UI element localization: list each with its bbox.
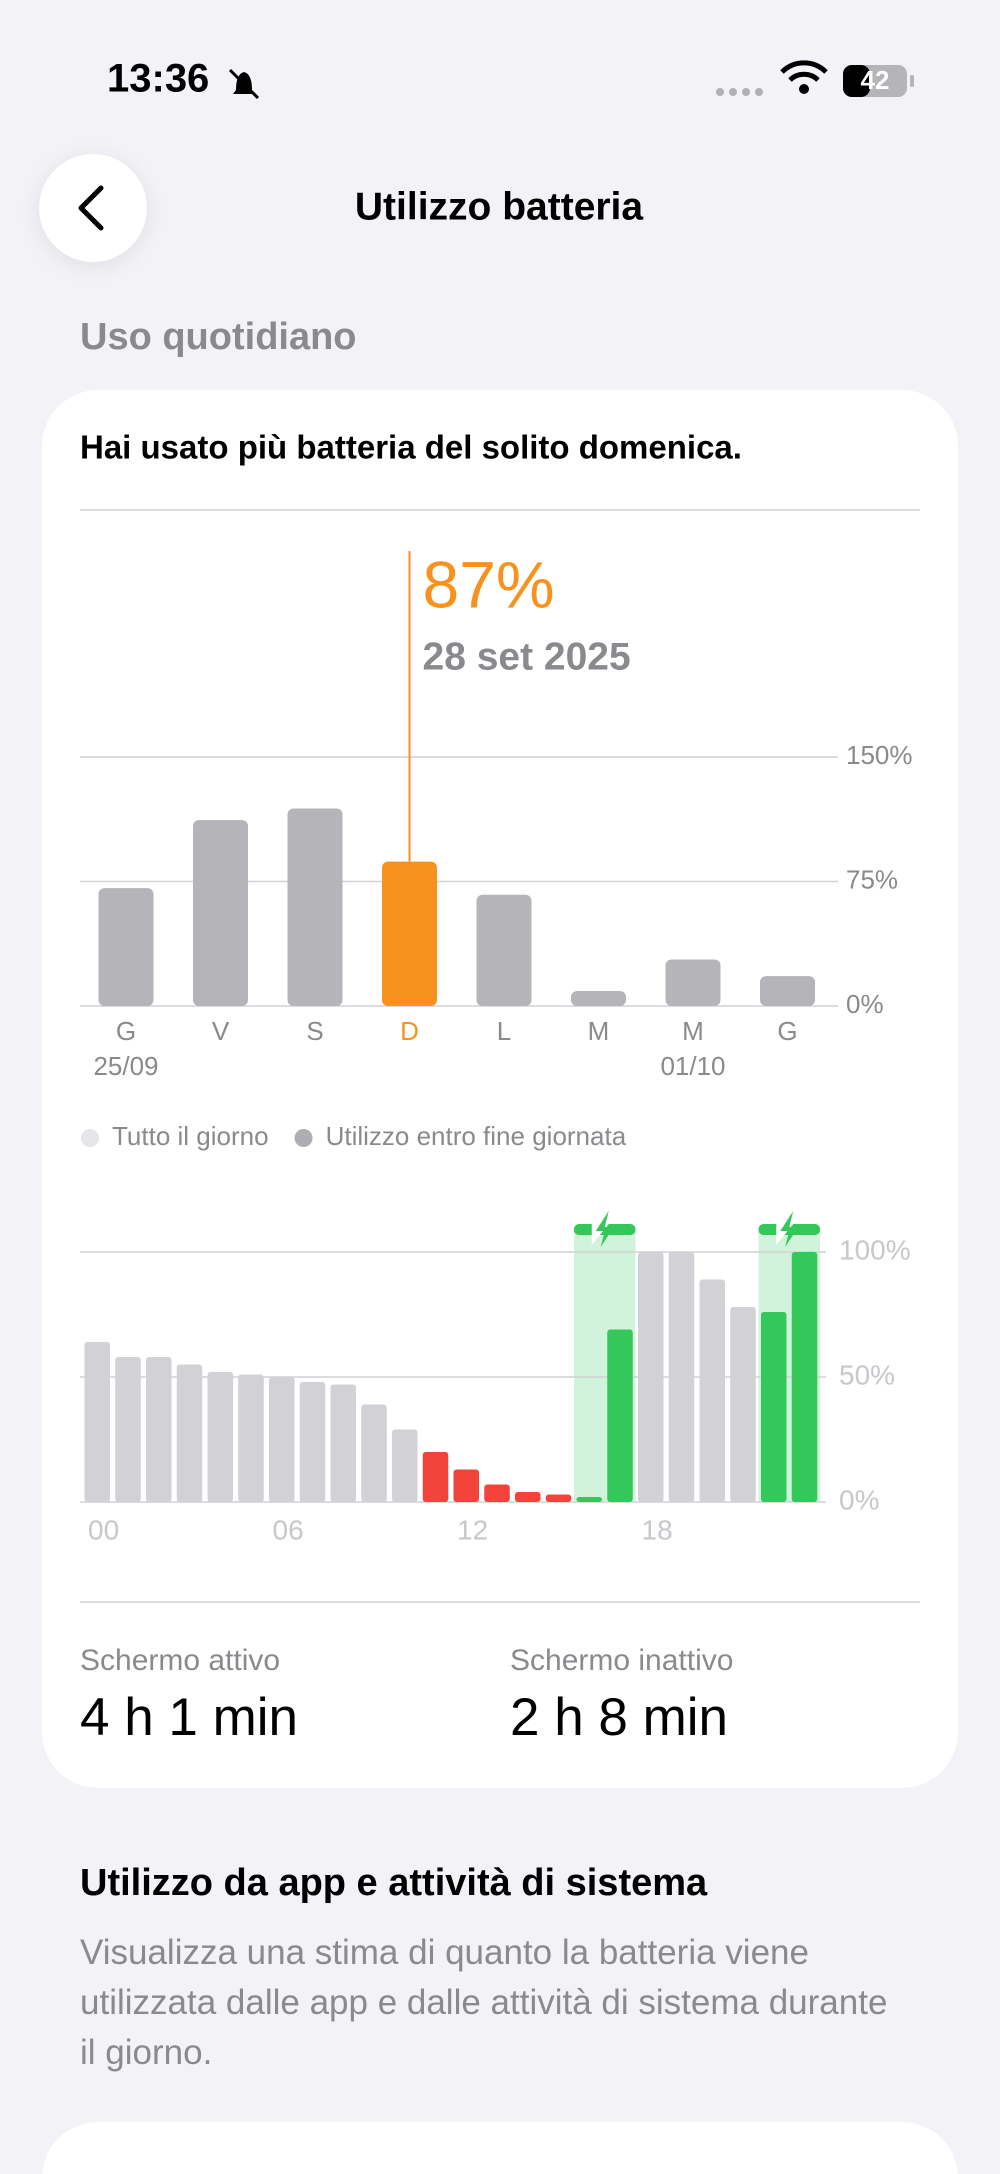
battery-icon: 42 bbox=[843, 65, 914, 97]
bar bbox=[699, 1279, 725, 1502]
bar bbox=[668, 1252, 695, 1502]
x-tick-label: 12 bbox=[457, 1514, 488, 1545]
bar bbox=[484, 1484, 510, 1502]
x-tick-label: G bbox=[116, 1016, 136, 1046]
bar bbox=[207, 1372, 233, 1502]
bar bbox=[730, 1307, 756, 1502]
bar bbox=[515, 1492, 541, 1502]
bar bbox=[330, 1384, 356, 1502]
bar bbox=[576, 1497, 602, 1502]
bar bbox=[84, 1342, 110, 1502]
x-tick-label: S bbox=[306, 1016, 323, 1046]
bar bbox=[146, 1357, 172, 1502]
bar bbox=[571, 991, 626, 1006]
stat-label: Schermo attivo bbox=[80, 1644, 280, 1677]
battery-level: 42 bbox=[861, 65, 890, 95]
bar bbox=[665, 959, 721, 1006]
y-tick-label: 50% bbox=[839, 1359, 895, 1390]
bar bbox=[607, 1329, 633, 1502]
x-tick-label: L bbox=[497, 1016, 511, 1046]
x-tick-sublabel: 25/09 bbox=[93, 1051, 158, 1081]
x-tick-label: M bbox=[588, 1016, 610, 1046]
bar bbox=[299, 1382, 326, 1502]
bar bbox=[392, 1429, 418, 1502]
mute-icon bbox=[228, 68, 260, 100]
bar bbox=[761, 1312, 787, 1502]
legend-dot bbox=[294, 1129, 313, 1147]
bar bbox=[638, 1252, 664, 1502]
x-tick-label: 00 bbox=[88, 1514, 119, 1545]
section-title: Uso quotidiano bbox=[80, 316, 357, 358]
x-tick-sublabel: 01/10 bbox=[660, 1051, 725, 1081]
bar bbox=[476, 894, 532, 1006]
y-tick-label: 150% bbox=[846, 740, 913, 770]
x-tick-label: 18 bbox=[642, 1514, 673, 1545]
bar bbox=[176, 1364, 203, 1502]
y-tick-label: 0% bbox=[839, 1484, 879, 1515]
wifi-icon bbox=[780, 60, 828, 94]
y-tick-label: 0% bbox=[846, 989, 884, 1019]
charging-icon bbox=[595, 1211, 614, 1247]
bar bbox=[791, 1252, 818, 1502]
y-tick-label: 75% bbox=[846, 864, 898, 894]
summary: Hai usato più batteria del solito domeni… bbox=[80, 429, 742, 466]
app-section-title: Utilizzo da app e attività di sistema bbox=[80, 1862, 708, 1904]
value-label: 87% bbox=[423, 547, 555, 621]
bar bbox=[361, 1404, 387, 1502]
annotation-date: 28 set 2025 bbox=[423, 635, 631, 678]
x-tick-label: G bbox=[777, 1016, 797, 1046]
y-tick-label: 100% bbox=[839, 1234, 911, 1265]
app-section-description: Visualizza una stima di quanto la batter… bbox=[80, 1933, 888, 2072]
back-button[interactable] bbox=[39, 154, 147, 262]
header-title: Utilizzo batteria bbox=[355, 185, 644, 228]
x-tick-label: M bbox=[682, 1016, 704, 1046]
x-tick-label: D bbox=[400, 1016, 419, 1046]
bar bbox=[269, 1377, 295, 1502]
charging-icon bbox=[780, 1211, 799, 1247]
stat-label: Schermo inattivo bbox=[510, 1644, 733, 1677]
bar bbox=[287, 808, 343, 1006]
stat-value: 4 h 1 min bbox=[80, 1688, 298, 1747]
x-tick-label: V bbox=[212, 1016, 230, 1046]
status-time: 13:36 bbox=[107, 57, 209, 101]
bar bbox=[238, 1374, 264, 1502]
stat-value: 2 h 8 min bbox=[510, 1688, 728, 1747]
bar bbox=[193, 820, 248, 1006]
bar bbox=[382, 861, 437, 1006]
bar bbox=[760, 976, 815, 1006]
legend-label: Utilizzo entro fine giornata bbox=[326, 1121, 627, 1151]
signal-dots bbox=[716, 88, 763, 96]
bar bbox=[545, 1494, 572, 1502]
daily-chart: 0% 75% 150% G 25/09 V S D 87% 28 set 2025 L M M 01/10… bbox=[80, 547, 913, 1151]
bar bbox=[422, 1452, 449, 1502]
x-tick-label: 06 bbox=[273, 1514, 304, 1545]
legend-dot bbox=[81, 1129, 99, 1147]
bar bbox=[98, 888, 154, 1006]
card bbox=[42, 2122, 958, 2174]
bar bbox=[115, 1357, 141, 1502]
hourly-chart: 0% 50% 100% 00 06 12 18 bbox=[80, 1211, 911, 1545]
legend-label: Tutto il giorno bbox=[112, 1121, 269, 1151]
bar bbox=[453, 1469, 479, 1502]
